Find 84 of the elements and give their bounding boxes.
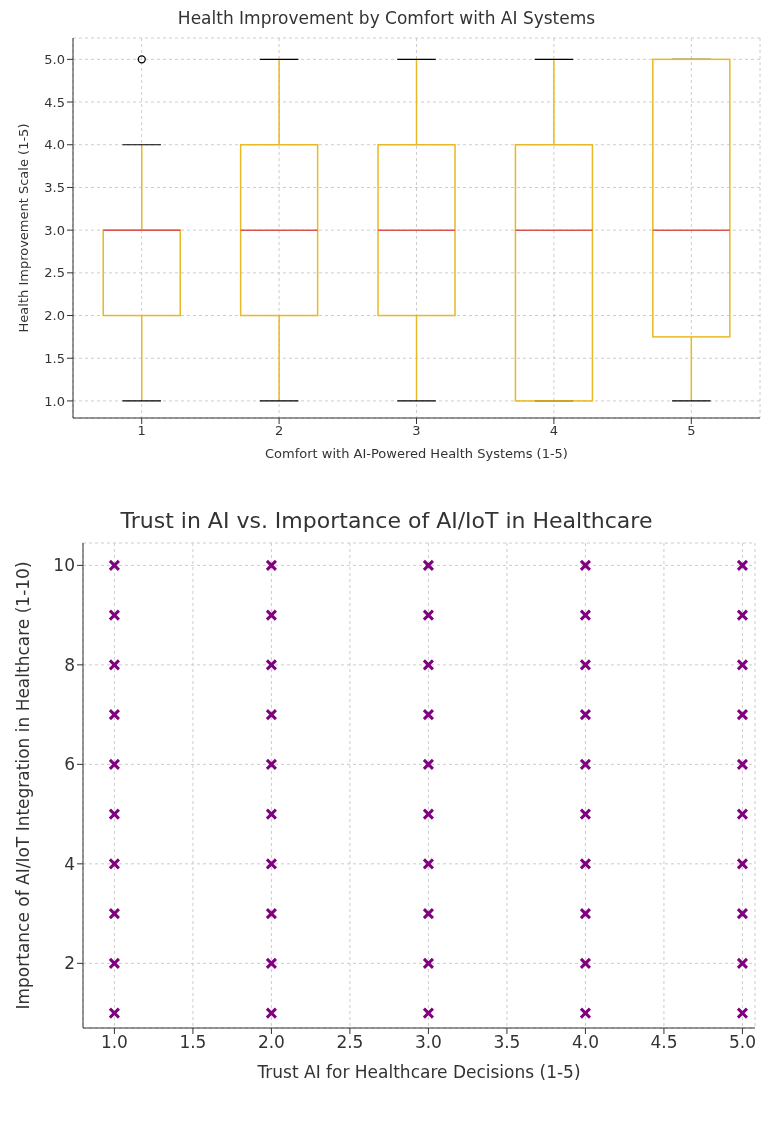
y-axis-title: Health Improvement Scale (1-5) <box>15 123 31 333</box>
point <box>108 658 121 671</box>
point <box>108 957 121 970</box>
point <box>579 808 592 821</box>
point <box>422 857 435 870</box>
point <box>108 708 121 721</box>
y-tick-label: 4.5 <box>44 94 65 110</box>
point <box>265 907 278 920</box>
point <box>736 1007 749 1020</box>
x-tick-label: 4 <box>549 423 559 439</box>
point <box>736 907 749 920</box>
point <box>265 559 278 572</box>
y-tick-label: 1.5 <box>44 350 65 366</box>
point <box>422 708 435 721</box>
y-tick-label: 2 <box>64 953 75 974</box>
point <box>422 609 435 622</box>
point <box>736 957 749 970</box>
point <box>265 708 278 721</box>
y-tick-label: 1.0 <box>44 393 65 409</box>
point <box>265 1007 278 1020</box>
point <box>736 658 749 671</box>
point <box>108 758 121 771</box>
point <box>422 957 435 970</box>
point <box>108 609 121 622</box>
y-tick-label: 2.5 <box>44 265 65 281</box>
x-tick-label: 2.0 <box>257 1032 285 1053</box>
point <box>422 1007 435 1020</box>
y-tick-label: 3.0 <box>44 222 65 238</box>
point <box>736 857 749 870</box>
point <box>579 957 592 970</box>
point <box>736 559 749 572</box>
point <box>579 907 592 920</box>
point <box>422 808 435 821</box>
y-tick-label: 2.0 <box>44 308 65 324</box>
point <box>422 559 435 572</box>
point <box>579 857 592 870</box>
y-axis-title: Importance of AI/IoT Integration in Healthcare (1-10) <box>13 561 34 1010</box>
point <box>108 559 121 572</box>
point <box>265 658 278 671</box>
point <box>265 808 278 821</box>
x-tick-label: 5 <box>687 423 696 439</box>
x-axis-title: Trust AI for Healthcare Decisions (1-5) <box>256 1062 581 1082</box>
x-tick-label: 1 <box>137 423 146 439</box>
y-tick-label: 10 <box>53 555 75 576</box>
point <box>422 658 435 671</box>
x-tick-label: 3.5 <box>493 1032 521 1053</box>
point <box>265 957 278 970</box>
x-tick-label: 3 <box>412 423 421 439</box>
point <box>422 907 435 920</box>
point <box>265 857 278 870</box>
point <box>579 658 592 671</box>
point <box>736 758 749 771</box>
chart-title: Health Improvement by Comfort with AI Systems <box>176 8 597 28</box>
x-tick-label: 4.5 <box>650 1032 678 1053</box>
y-tick-label: 8 <box>64 654 75 675</box>
point <box>579 559 592 572</box>
x-tick-label: 1.5 <box>179 1032 207 1053</box>
point <box>265 758 278 771</box>
y-tick-label: 4.0 <box>44 137 65 153</box>
x-tick-label: 1.0 <box>100 1032 128 1053</box>
point <box>736 708 749 721</box>
point <box>265 609 278 622</box>
point <box>736 609 749 622</box>
x-tick-label: 3.0 <box>414 1032 442 1053</box>
point <box>579 708 592 721</box>
point <box>579 758 592 771</box>
x-tick-label: 2 <box>274 423 284 439</box>
point <box>108 857 121 870</box>
x-tick-label: 4.0 <box>571 1032 599 1053</box>
point <box>108 907 121 920</box>
point <box>736 808 749 821</box>
point <box>579 609 592 622</box>
y-tick-label: 4 <box>64 853 75 874</box>
point <box>108 808 121 821</box>
y-tick-label: 3.5 <box>44 180 65 196</box>
x-tick-label: 5.0 <box>728 1032 756 1053</box>
point <box>579 1007 592 1020</box>
point <box>108 1007 121 1020</box>
y-tick-label: 5.0 <box>44 51 65 67</box>
x-axis-title: Comfort with AI-Powered Health Systems (1-5) <box>265 446 568 461</box>
x-tick-label: 2.5 <box>336 1032 364 1053</box>
point <box>422 758 435 771</box>
y-tick-label: 6 <box>64 754 75 775</box>
chart-title: Trust in AI vs. Importance of AI/IoT in Healthcare <box>119 508 654 533</box>
